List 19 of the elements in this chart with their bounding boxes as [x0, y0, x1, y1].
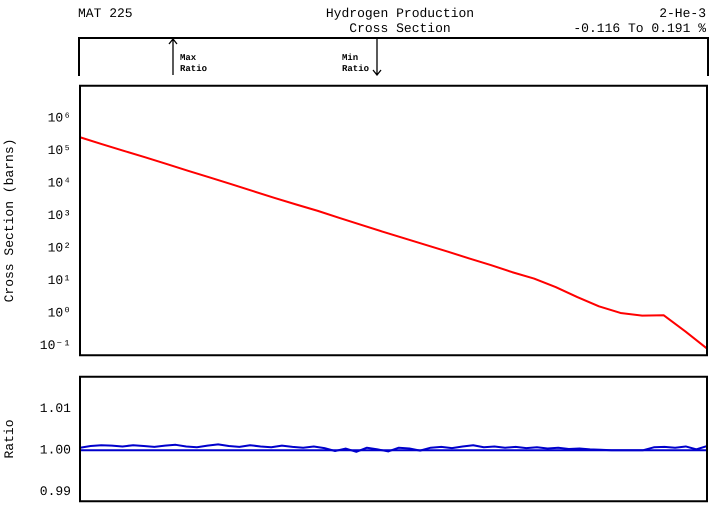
y-tick-label: 0.99 — [40, 484, 71, 500]
y-tick-label: 10¹ — [48, 272, 71, 288]
y-tick-label: 10⁻¹ — [40, 338, 71, 353]
text: 2-He-3 — [659, 6, 706, 21]
y-tick-label: 10⁶ — [48, 110, 71, 126]
y-tick-label: 10⁵ — [48, 143, 71, 158]
text: MAT 225 — [78, 6, 133, 21]
text: -0.116 To 0.191 % — [573, 21, 706, 36]
text: Max Ratio — [180, 53, 208, 75]
y-tick-label: 1.00 — [40, 442, 71, 458]
y-tick-label: 10³ — [48, 208, 71, 224]
y-tick-label: 10² — [48, 240, 71, 256]
y-axis-title: Ratio — [2, 419, 18, 459]
y-tick-label: 10⁴ — [48, 176, 71, 191]
y-tick-label: 1.01 — [40, 401, 72, 416]
chart-title: Hydrogen Production Cross Section — [324, 6, 476, 36]
y-tick-label: 10⁰ — [48, 305, 71, 320]
y-axis-title: Cross Section (barns) — [2, 138, 18, 302]
text: Min Ratio — [342, 53, 370, 75]
